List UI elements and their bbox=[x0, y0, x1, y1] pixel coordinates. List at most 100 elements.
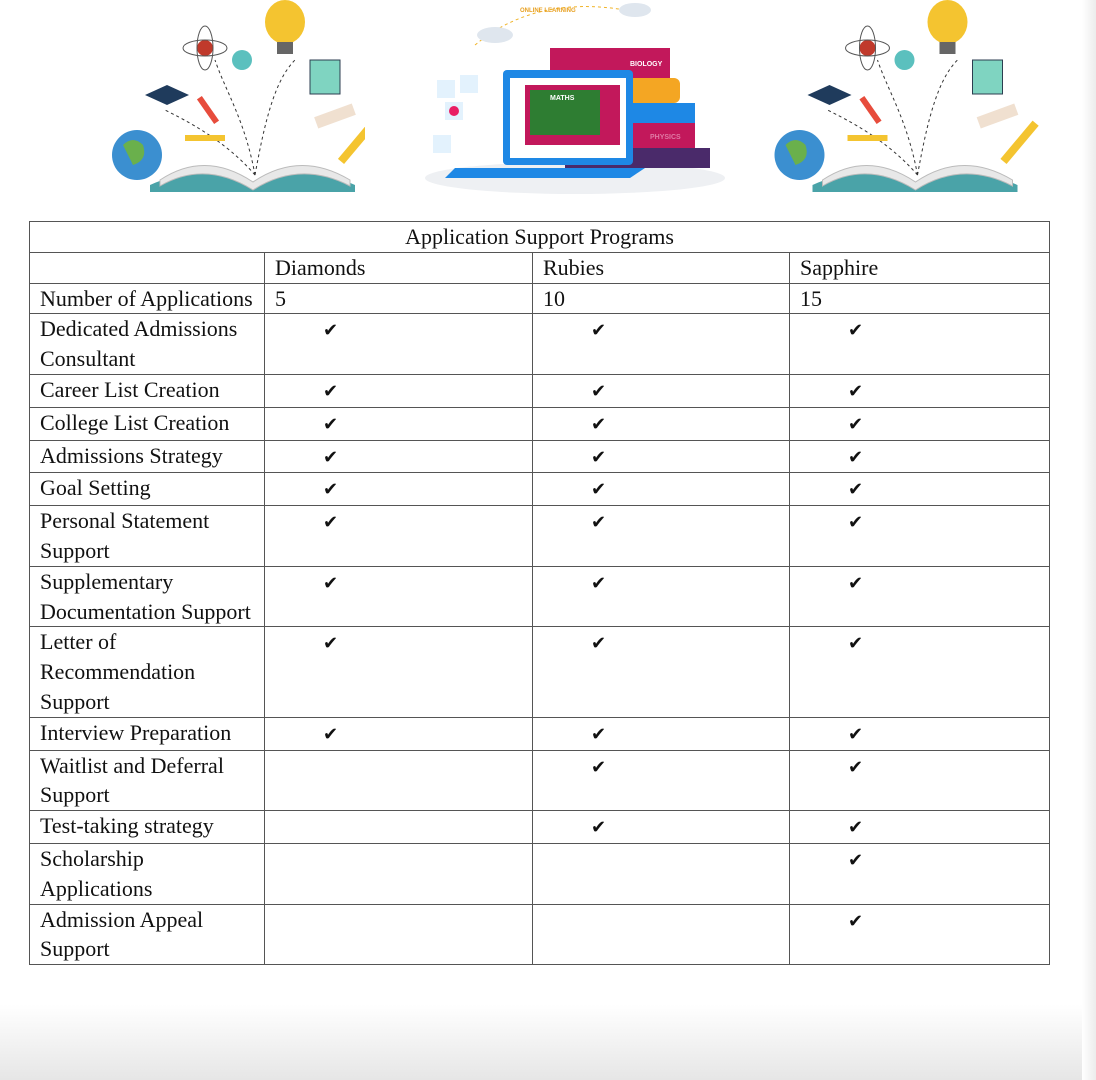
row-label: Goal Setting bbox=[29, 472, 265, 507]
table-cell: ✔ bbox=[264, 472, 533, 507]
table-row: Personal Statement Support ✔ ✔ ✔ bbox=[29, 505, 1050, 567]
row-label: Admission Appeal Support bbox=[29, 903, 265, 966]
table-row: Waitlist and Deferral Support ✔ ✔ bbox=[29, 749, 1050, 812]
table-header-row: Diamonds Rubies Sapphire bbox=[29, 251, 1050, 284]
row-label: Personal Statement Support bbox=[29, 505, 265, 567]
checkmark-icon: ✔ bbox=[848, 849, 864, 871]
row-label: Dedicated Admissions Consultant bbox=[29, 313, 265, 375]
checkmark-icon: ✔ bbox=[591, 413, 607, 435]
table-cell: 5 bbox=[264, 282, 533, 315]
table-cell: ✔ bbox=[789, 472, 1050, 507]
table-row: Scholarship Applications ✔ bbox=[29, 842, 1050, 905]
table-cell: ✔ bbox=[264, 439, 533, 474]
table-title: Application Support Programs bbox=[29, 221, 1050, 253]
table-cell: ✔ bbox=[264, 313, 533, 375]
checkmark-icon: ✔ bbox=[591, 446, 607, 468]
table-row: Career List Creation ✔ ✔ ✔ bbox=[29, 373, 1050, 408]
checkmark-icon: ✔ bbox=[848, 817, 864, 839]
checkmark-icon: ✔ bbox=[591, 380, 607, 402]
table-cell: ✔ bbox=[532, 716, 790, 751]
checkmark-icon: ✔ bbox=[848, 446, 864, 468]
table-cell: ✔ bbox=[532, 749, 790, 812]
table-cell: ✔ bbox=[789, 565, 1050, 628]
table-cell bbox=[264, 810, 533, 844]
checkmark-icon: ✔ bbox=[848, 572, 864, 594]
table-cell bbox=[264, 749, 533, 812]
table-cell: ✔ bbox=[789, 626, 1050, 718]
column-header-empty bbox=[29, 251, 265, 284]
table-cell bbox=[532, 842, 790, 905]
checkmark-icon: ✔ bbox=[848, 723, 864, 745]
checkmark-icon: ✔ bbox=[591, 512, 607, 534]
table-row: College List Creation ✔ ✔ ✔ bbox=[29, 406, 1050, 441]
checkmark-icon: ✔ bbox=[591, 320, 607, 342]
checkmark-icon: ✔ bbox=[591, 817, 607, 839]
table-cell bbox=[264, 842, 533, 905]
checkmark-icon: ✔ bbox=[323, 572, 339, 594]
table-cell: ✔ bbox=[532, 439, 790, 474]
checkmark-icon: ✔ bbox=[848, 380, 864, 402]
table-cell: ✔ bbox=[532, 505, 790, 567]
table-cell: ✔ bbox=[532, 472, 790, 507]
checkmark-icon: ✔ bbox=[848, 320, 864, 342]
row-label: Number of Applications bbox=[29, 282, 265, 315]
checkmark-icon: ✔ bbox=[591, 572, 607, 594]
checkmark-icon: ✔ bbox=[591, 479, 607, 501]
row-label: Waitlist and Deferral Support bbox=[29, 749, 265, 812]
table-cell: ✔ bbox=[264, 373, 533, 408]
svg-text:MATHS: MATHS bbox=[550, 95, 575, 102]
checkmark-icon: ✔ bbox=[848, 479, 864, 501]
checkmark-icon: ✔ bbox=[323, 633, 339, 655]
checkmark-icon: ✔ bbox=[848, 512, 864, 534]
table-cell: ✔ bbox=[264, 565, 533, 628]
table-cell: ✔ bbox=[789, 810, 1050, 844]
table-row: Admission Appeal Support ✔ bbox=[29, 903, 1050, 966]
table-cell: ✔ bbox=[532, 565, 790, 628]
svg-text:PHYSICS: PHYSICS bbox=[650, 134, 681, 141]
table-cell: ✔ bbox=[264, 505, 533, 567]
table-row: Number of Applications 5 10 15 bbox=[29, 282, 1050, 315]
row-label: Supplementary Documentation Support bbox=[29, 565, 265, 628]
program-comparison-table: Application Support Programs Diamonds Ru… bbox=[29, 221, 1050, 966]
open-book-science-icon bbox=[112, 0, 365, 192]
checkmark-icon: ✔ bbox=[591, 723, 607, 745]
checkmark-icon: ✔ bbox=[323, 512, 339, 534]
page-edge-shadow bbox=[1082, 0, 1096, 1080]
checkmark-icon: ✔ bbox=[323, 413, 339, 435]
table-cell: ✔ bbox=[532, 313, 790, 375]
table-cell: ✔ bbox=[789, 373, 1050, 408]
table-cell: ✔ bbox=[789, 842, 1050, 905]
checkmark-icon: ✔ bbox=[848, 910, 864, 932]
table-cell: ✔ bbox=[264, 406, 533, 441]
row-label: Interview Preparation bbox=[29, 716, 265, 751]
checkmark-icon: ✔ bbox=[591, 633, 607, 655]
row-label: Test-taking strategy bbox=[29, 810, 265, 844]
table-cell: ✔ bbox=[264, 626, 533, 718]
row-label: Career List Creation bbox=[29, 373, 265, 408]
table-cell: ✔ bbox=[789, 313, 1050, 375]
table-cell: ✔ bbox=[789, 749, 1050, 812]
table-cell bbox=[532, 903, 790, 966]
table-cell: ✔ bbox=[532, 373, 790, 408]
svg-text:ONLINE LEARNING: ONLINE LEARNING bbox=[520, 8, 576, 14]
table-cell: ✔ bbox=[532, 626, 790, 718]
table-cell: ✔ bbox=[532, 406, 790, 441]
table-row: Interview Preparation ✔ ✔ ✔ bbox=[29, 716, 1050, 751]
row-label: Admissions Strategy bbox=[29, 439, 265, 474]
table-title-row: Application Support Programs bbox=[29, 221, 1050, 253]
checkmark-icon: ✔ bbox=[591, 756, 607, 778]
column-header-diamonds: Diamonds bbox=[264, 251, 533, 284]
row-label: College List Creation bbox=[29, 406, 265, 441]
online-learning-laptop-icon: ONLINE LEARNING BIOLOGY PHYSICS MATHS bbox=[425, 3, 725, 194]
table-row: Goal Setting ✔ ✔ ✔ bbox=[29, 472, 1050, 507]
checkmark-icon: ✔ bbox=[323, 723, 339, 745]
table-row: Admissions Strategy ✔ ✔ ✔ bbox=[29, 439, 1050, 474]
checkmark-icon: ✔ bbox=[848, 633, 864, 655]
checkmark-icon: ✔ bbox=[323, 446, 339, 468]
table-cell: ✔ bbox=[789, 903, 1050, 966]
table-cell: ✔ bbox=[789, 406, 1050, 441]
column-header-rubies: Rubies bbox=[532, 251, 790, 284]
table-cell: ✔ bbox=[532, 810, 790, 844]
row-label: Scholarship Applications bbox=[29, 842, 265, 905]
checkmark-icon: ✔ bbox=[848, 756, 864, 778]
